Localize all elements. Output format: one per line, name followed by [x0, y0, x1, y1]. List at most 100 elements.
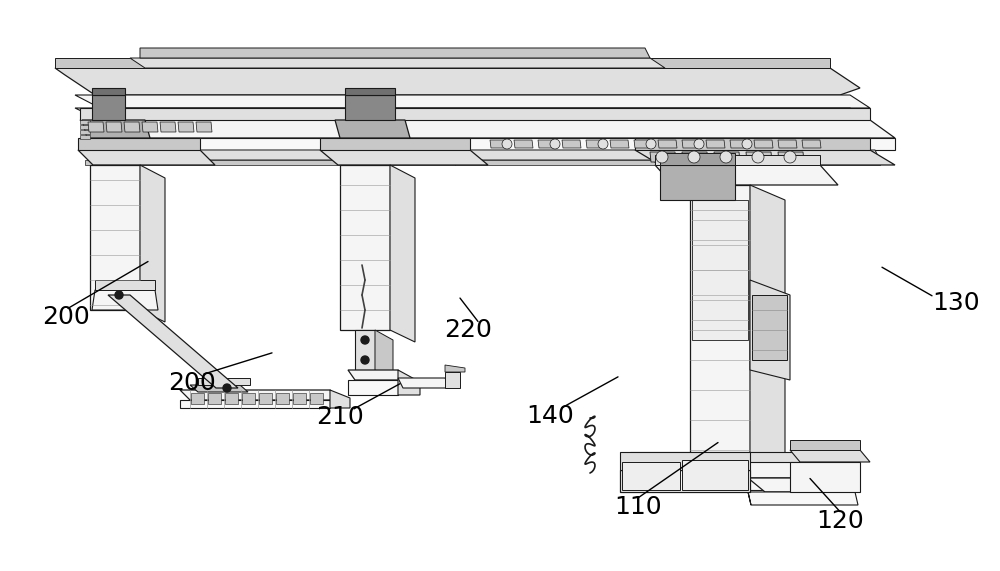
Polygon shape	[655, 155, 820, 165]
Polygon shape	[398, 378, 450, 388]
Text: 200: 200	[42, 305, 90, 329]
Polygon shape	[180, 400, 330, 408]
Text: 110: 110	[614, 495, 662, 519]
Circle shape	[656, 151, 668, 163]
Polygon shape	[630, 462, 830, 478]
Polygon shape	[622, 462, 680, 490]
Polygon shape	[748, 478, 855, 492]
Polygon shape	[754, 140, 773, 148]
Circle shape	[784, 151, 796, 163]
Polygon shape	[455, 160, 880, 165]
Polygon shape	[90, 165, 140, 310]
Circle shape	[742, 139, 752, 149]
Polygon shape	[746, 152, 772, 162]
Polygon shape	[320, 150, 488, 165]
Polygon shape	[85, 150, 455, 160]
Polygon shape	[682, 140, 701, 148]
Polygon shape	[650, 152, 676, 162]
Polygon shape	[92, 95, 125, 120]
Polygon shape	[106, 122, 122, 132]
Text: 210: 210	[316, 405, 364, 429]
Polygon shape	[445, 365, 465, 372]
Bar	[276, 393, 289, 404]
Bar	[191, 393, 204, 404]
Polygon shape	[55, 68, 860, 95]
Polygon shape	[750, 280, 790, 380]
Polygon shape	[95, 280, 155, 290]
Text: 120: 120	[816, 509, 864, 533]
Polygon shape	[108, 295, 238, 388]
Polygon shape	[562, 140, 581, 148]
Polygon shape	[634, 140, 653, 148]
Polygon shape	[730, 140, 749, 148]
Polygon shape	[80, 125, 90, 129]
Text: 140: 140	[526, 404, 574, 428]
Polygon shape	[375, 330, 393, 378]
Polygon shape	[348, 380, 398, 395]
Polygon shape	[660, 165, 735, 200]
Polygon shape	[802, 140, 821, 148]
Polygon shape	[610, 140, 629, 148]
Polygon shape	[190, 385, 248, 392]
Polygon shape	[80, 135, 90, 139]
Polygon shape	[390, 165, 415, 342]
Bar	[208, 393, 221, 404]
Text: 220: 220	[444, 318, 492, 342]
Polygon shape	[124, 122, 140, 132]
Polygon shape	[92, 290, 158, 310]
Polygon shape	[655, 165, 838, 185]
Polygon shape	[692, 200, 748, 340]
Polygon shape	[586, 140, 605, 148]
Bar	[242, 393, 255, 404]
Polygon shape	[198, 378, 250, 385]
Bar	[259, 393, 272, 404]
Polygon shape	[80, 108, 870, 120]
Polygon shape	[620, 470, 750, 492]
Polygon shape	[80, 120, 895, 138]
Polygon shape	[714, 152, 740, 162]
Polygon shape	[748, 478, 751, 505]
Circle shape	[598, 139, 608, 149]
Circle shape	[361, 336, 369, 344]
Bar	[752, 295, 787, 360]
Polygon shape	[75, 95, 870, 108]
Polygon shape	[355, 330, 375, 370]
Polygon shape	[630, 478, 830, 490]
Polygon shape	[620, 452, 750, 470]
Polygon shape	[682, 152, 708, 162]
Polygon shape	[635, 150, 895, 165]
Circle shape	[502, 139, 512, 149]
Bar	[293, 393, 306, 404]
Polygon shape	[538, 140, 557, 148]
Polygon shape	[82, 120, 150, 138]
Circle shape	[646, 139, 656, 149]
Polygon shape	[140, 48, 650, 58]
Polygon shape	[335, 120, 410, 138]
Text: 130: 130	[932, 291, 980, 315]
Polygon shape	[660, 153, 735, 165]
Circle shape	[115, 291, 123, 299]
Polygon shape	[80, 120, 90, 124]
Polygon shape	[320, 138, 470, 150]
Polygon shape	[178, 122, 194, 132]
Polygon shape	[490, 140, 509, 148]
Bar	[225, 393, 238, 404]
Bar	[310, 393, 323, 404]
Polygon shape	[635, 138, 870, 150]
Polygon shape	[398, 370, 420, 395]
Polygon shape	[180, 390, 340, 400]
Polygon shape	[55, 58, 830, 68]
Polygon shape	[85, 160, 455, 165]
Circle shape	[550, 139, 560, 149]
Text: 200: 200	[168, 371, 216, 395]
Circle shape	[361, 356, 369, 364]
Polygon shape	[92, 88, 125, 95]
Polygon shape	[750, 185, 785, 478]
Polygon shape	[196, 122, 212, 132]
Polygon shape	[706, 140, 725, 148]
Polygon shape	[790, 462, 860, 492]
Circle shape	[223, 384, 231, 392]
Polygon shape	[348, 370, 405, 380]
Polygon shape	[778, 140, 797, 148]
Polygon shape	[445, 372, 460, 388]
